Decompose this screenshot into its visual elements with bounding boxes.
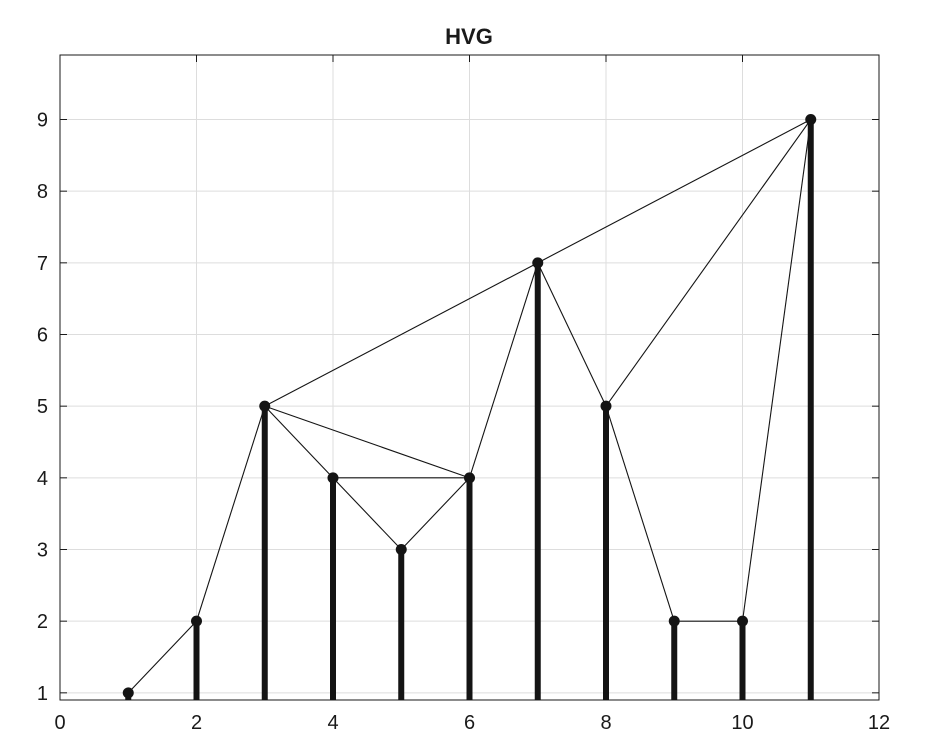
y-tick-label: 7: [37, 253, 48, 275]
visibility-edge: [537, 262, 607, 407]
data-point: [122, 687, 134, 699]
visibility-edge: [741, 119, 812, 622]
y-tick-label: 4: [37, 468, 48, 490]
data-point: [737, 615, 748, 627]
visibility-edge: [537, 119, 812, 264]
visibility-edge: [605, 406, 675, 622]
x-tick-label: 0: [54, 712, 65, 734]
data-point: [464, 472, 475, 484]
y-tick-label: 6: [37, 325, 48, 347]
visibility-edge: [332, 477, 402, 550]
y-tick-label: 2: [37, 611, 48, 633]
y-tick-label: 5: [37, 396, 48, 418]
visibility-edge: [264, 405, 470, 479]
y-tick-label: 9: [37, 110, 48, 132]
y-tick-label: 3: [37, 540, 48, 562]
visibility-edge: [127, 620, 197, 694]
x-tick-label: 8: [600, 712, 611, 734]
visibility-edges: [127, 119, 812, 694]
visibility-edge: [400, 477, 470, 550]
data-point: [327, 472, 339, 484]
data-point: [191, 615, 202, 627]
visibility-edge: [264, 262, 539, 407]
data-point: [395, 544, 407, 555]
visibility-edge: [605, 119, 812, 407]
x-tick-label: 4: [327, 712, 338, 734]
visibility-edge: [264, 405, 334, 479]
data-point: [259, 400, 271, 412]
x-tick-label: 12: [868, 712, 890, 734]
x-tick-label: 10: [731, 712, 753, 734]
x-tick-label: 6: [464, 712, 475, 734]
visibility-edge: [195, 406, 266, 622]
data-point: [668, 615, 680, 627]
chart-title: HVG: [445, 24, 493, 49]
data-points: [122, 114, 817, 699]
visibility-edge: [468, 262, 539, 478]
value-stems: [125, 119, 814, 700]
data-point: [805, 114, 817, 125]
x-tick-label: 2: [191, 712, 202, 734]
data-point: [600, 400, 612, 412]
y-tick-label: 8: [37, 181, 48, 203]
y-tick-label: 1: [37, 683, 48, 705]
data-point: [532, 257, 544, 269]
